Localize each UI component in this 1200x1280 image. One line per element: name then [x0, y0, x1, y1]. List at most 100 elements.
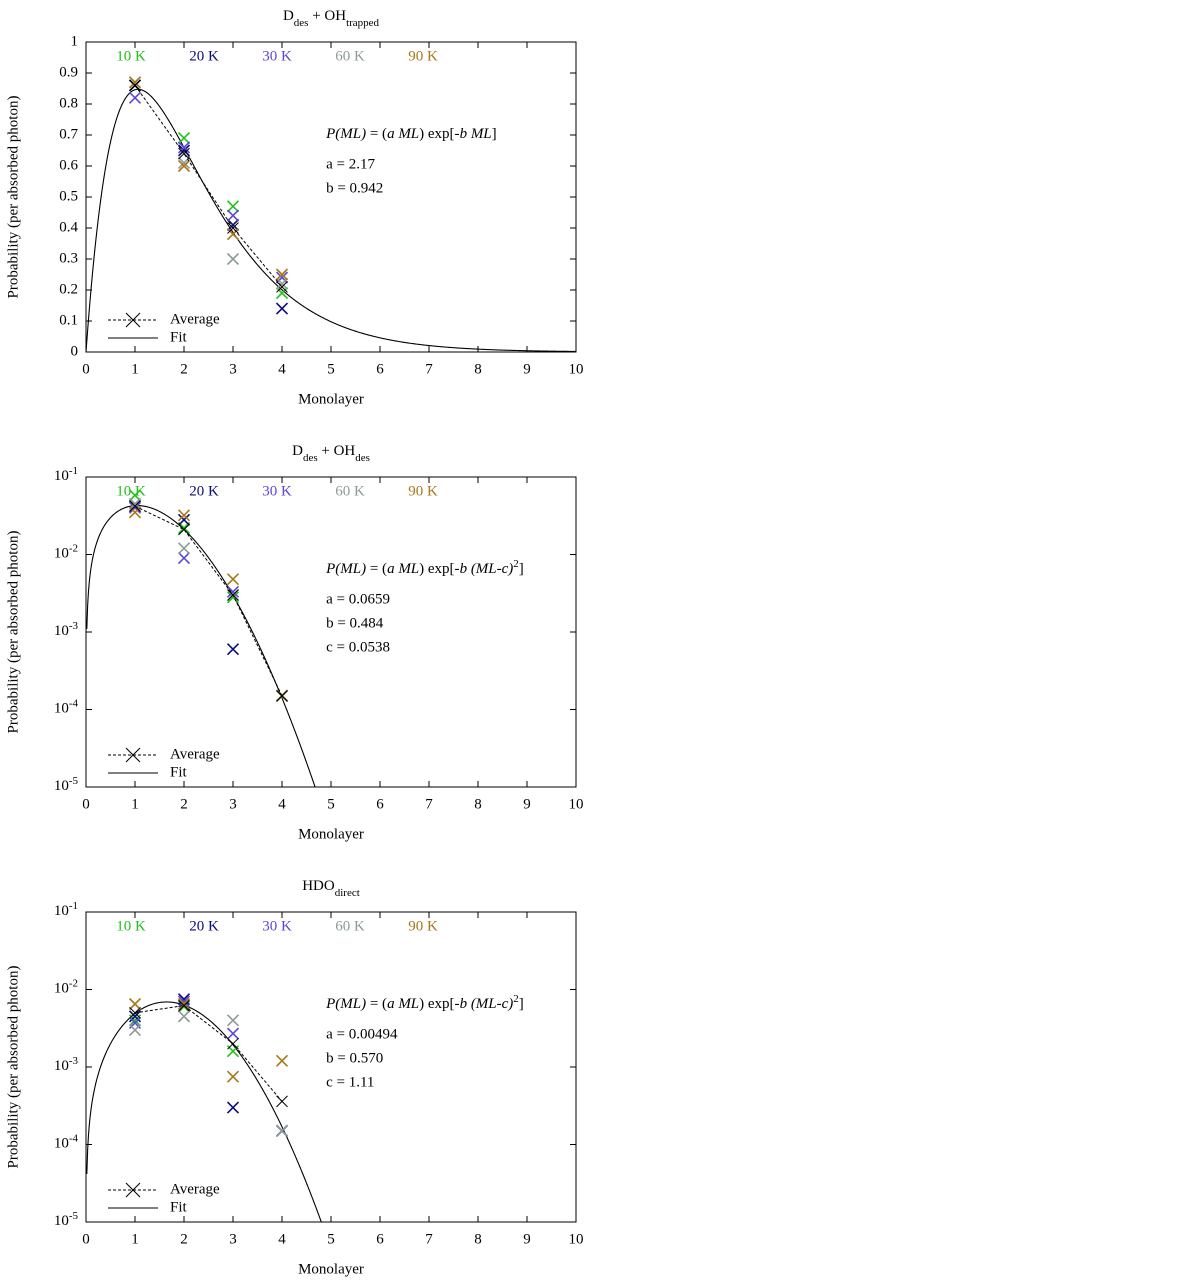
- fit-parameter: b = 0.570: [326, 1050, 383, 1066]
- data-point: [226, 1070, 240, 1083]
- legend-label: 90 K: [408, 483, 438, 499]
- chart-title: HDOdirect: [302, 878, 360, 898]
- fit-formula: P(ML) = (a ML) exp[-b (ML-c)2]: [325, 993, 524, 1013]
- y-tick-label: 0.1: [59, 312, 78, 328]
- x-tick-label: 8: [474, 796, 482, 812]
- data-point: [177, 542, 191, 555]
- x-tick-label: 4: [278, 361, 286, 377]
- title-sub: des: [355, 452, 370, 464]
- title-sub: des: [303, 452, 318, 464]
- legend-label: Average: [170, 311, 220, 327]
- tick-base: 10: [54, 701, 69, 717]
- title-part: + OH: [308, 8, 346, 24]
- formula-part: ]: [519, 561, 524, 577]
- data-point: [226, 209, 240, 222]
- legend-label: 20 K: [189, 483, 219, 499]
- average-point: [276, 281, 288, 293]
- formula-part: 2: [513, 558, 519, 570]
- tick-exponent: -1: [69, 465, 78, 477]
- average-point: [227, 222, 239, 234]
- x-tick-label: 3: [229, 1231, 237, 1247]
- data-point: [177, 995, 191, 1008]
- x-tick-label: 0: [82, 361, 90, 377]
- tick-exponent: -4: [69, 1132, 79, 1144]
- legend-label: 60 K: [335, 483, 365, 499]
- data-point: [177, 997, 191, 1011]
- y-tick-label: 10-3: [54, 620, 79, 640]
- legend-average-marker: [125, 747, 141, 763]
- fit-parameter: c = 0.0538: [326, 639, 390, 655]
- x-tick-label: 0: [82, 796, 90, 812]
- tick-base: 10: [54, 778, 69, 794]
- fit-parameter: a = 2.17: [326, 156, 375, 172]
- chart-title: Ddes + OHtrapped: [283, 8, 380, 28]
- data-point: [226, 200, 240, 213]
- data-point: [275, 1054, 289, 1067]
- tick-exponent: -3: [69, 620, 79, 632]
- data-point: [226, 591, 240, 604]
- x-tick-label: 9: [523, 361, 531, 377]
- x-tick-label: 6: [376, 361, 384, 377]
- fit-parameter: b = 0.484: [326, 615, 384, 631]
- formula-part: a ML: [387, 126, 419, 142]
- data-point: [275, 302, 289, 315]
- data-point: [226, 252, 240, 266]
- formula-part: 2: [513, 993, 519, 1005]
- data-point: [128, 506, 142, 519]
- y-tick-label: 0.9: [59, 64, 78, 80]
- title-sub: des: [294, 17, 309, 29]
- title-part: D: [292, 443, 303, 459]
- average-point: [276, 1095, 288, 1108]
- title-sub: trapped: [346, 17, 379, 29]
- y-tick-label: 10-1: [54, 465, 78, 485]
- chart-title: Ddes + OHdes: [292, 443, 370, 463]
- formula-part: ) exp[-: [419, 996, 459, 1012]
- tick-exponent: -4: [69, 697, 79, 709]
- average-line: [134, 1005, 283, 1102]
- x-tick-label: 6: [376, 796, 384, 812]
- legend-label: 60 K: [335, 918, 365, 934]
- tick-base: 10: [54, 1058, 69, 1074]
- average-point: [129, 1006, 141, 1019]
- x-tick-label: 7: [425, 361, 433, 377]
- x-tick-label: 5: [327, 796, 335, 812]
- x-tick-label: 8: [474, 361, 482, 377]
- formula-part: b (ML-c): [460, 996, 514, 1012]
- average-line: [134, 505, 283, 697]
- legend-label: Average: [170, 1181, 220, 1197]
- average-point: [227, 589, 239, 601]
- data-point: [226, 573, 240, 586]
- y-tick-label: 1: [71, 33, 79, 49]
- legend-label: 90 K: [408, 48, 438, 64]
- x-tick-label: 10: [569, 796, 584, 812]
- tick-exponent: -3: [69, 1055, 79, 1067]
- data-point: [226, 228, 240, 241]
- x-tick-label: 1: [131, 796, 139, 812]
- y-tick-label: 0.3: [59, 250, 78, 266]
- legend-average-marker: [125, 312, 141, 328]
- legend-label: 60 K: [335, 48, 365, 64]
- tick-base: 10: [54, 546, 69, 562]
- y-axis-label: Probability (per absorbed photon): [5, 531, 21, 734]
- plot-frame: [85, 911, 577, 1223]
- tick-base: 10: [54, 1136, 69, 1152]
- x-tick-label: 7: [425, 1231, 433, 1247]
- data-point: [128, 91, 142, 104]
- legend-label: 20 K: [189, 918, 219, 934]
- x-axis-label: Monolayer: [298, 1261, 364, 1277]
- legend-label: 10 K: [116, 918, 146, 934]
- data-point: [128, 489, 142, 502]
- legend-average-marker: [125, 1182, 141, 1198]
- y-tick-label: 0.4: [59, 219, 78, 235]
- fit-parameter: a = 0.0659: [326, 591, 390, 607]
- plot-frame: [85, 41, 577, 353]
- tick-exponent: -5: [69, 1210, 79, 1222]
- legend-label: Average: [170, 746, 220, 762]
- legend-label: Fit: [170, 1199, 188, 1215]
- tick-base: 10: [54, 468, 69, 484]
- fit-formula: P(ML) = (a ML) exp[-b ML]: [325, 126, 497, 142]
- data-point: [226, 585, 240, 598]
- formula-part: b ML: [460, 126, 492, 142]
- formula-part: ]: [492, 126, 497, 142]
- x-axis-label: Monolayer: [298, 391, 364, 407]
